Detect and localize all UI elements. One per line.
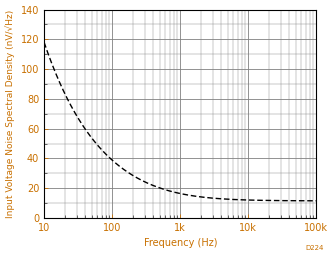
- Y-axis label: Input Voltage Noise Spectral Density (nV/√Hz): Input Voltage Noise Spectral Density (nV…: [6, 10, 15, 218]
- X-axis label: Frequency (Hz): Frequency (Hz): [144, 239, 217, 248]
- Text: D224: D224: [306, 245, 324, 251]
